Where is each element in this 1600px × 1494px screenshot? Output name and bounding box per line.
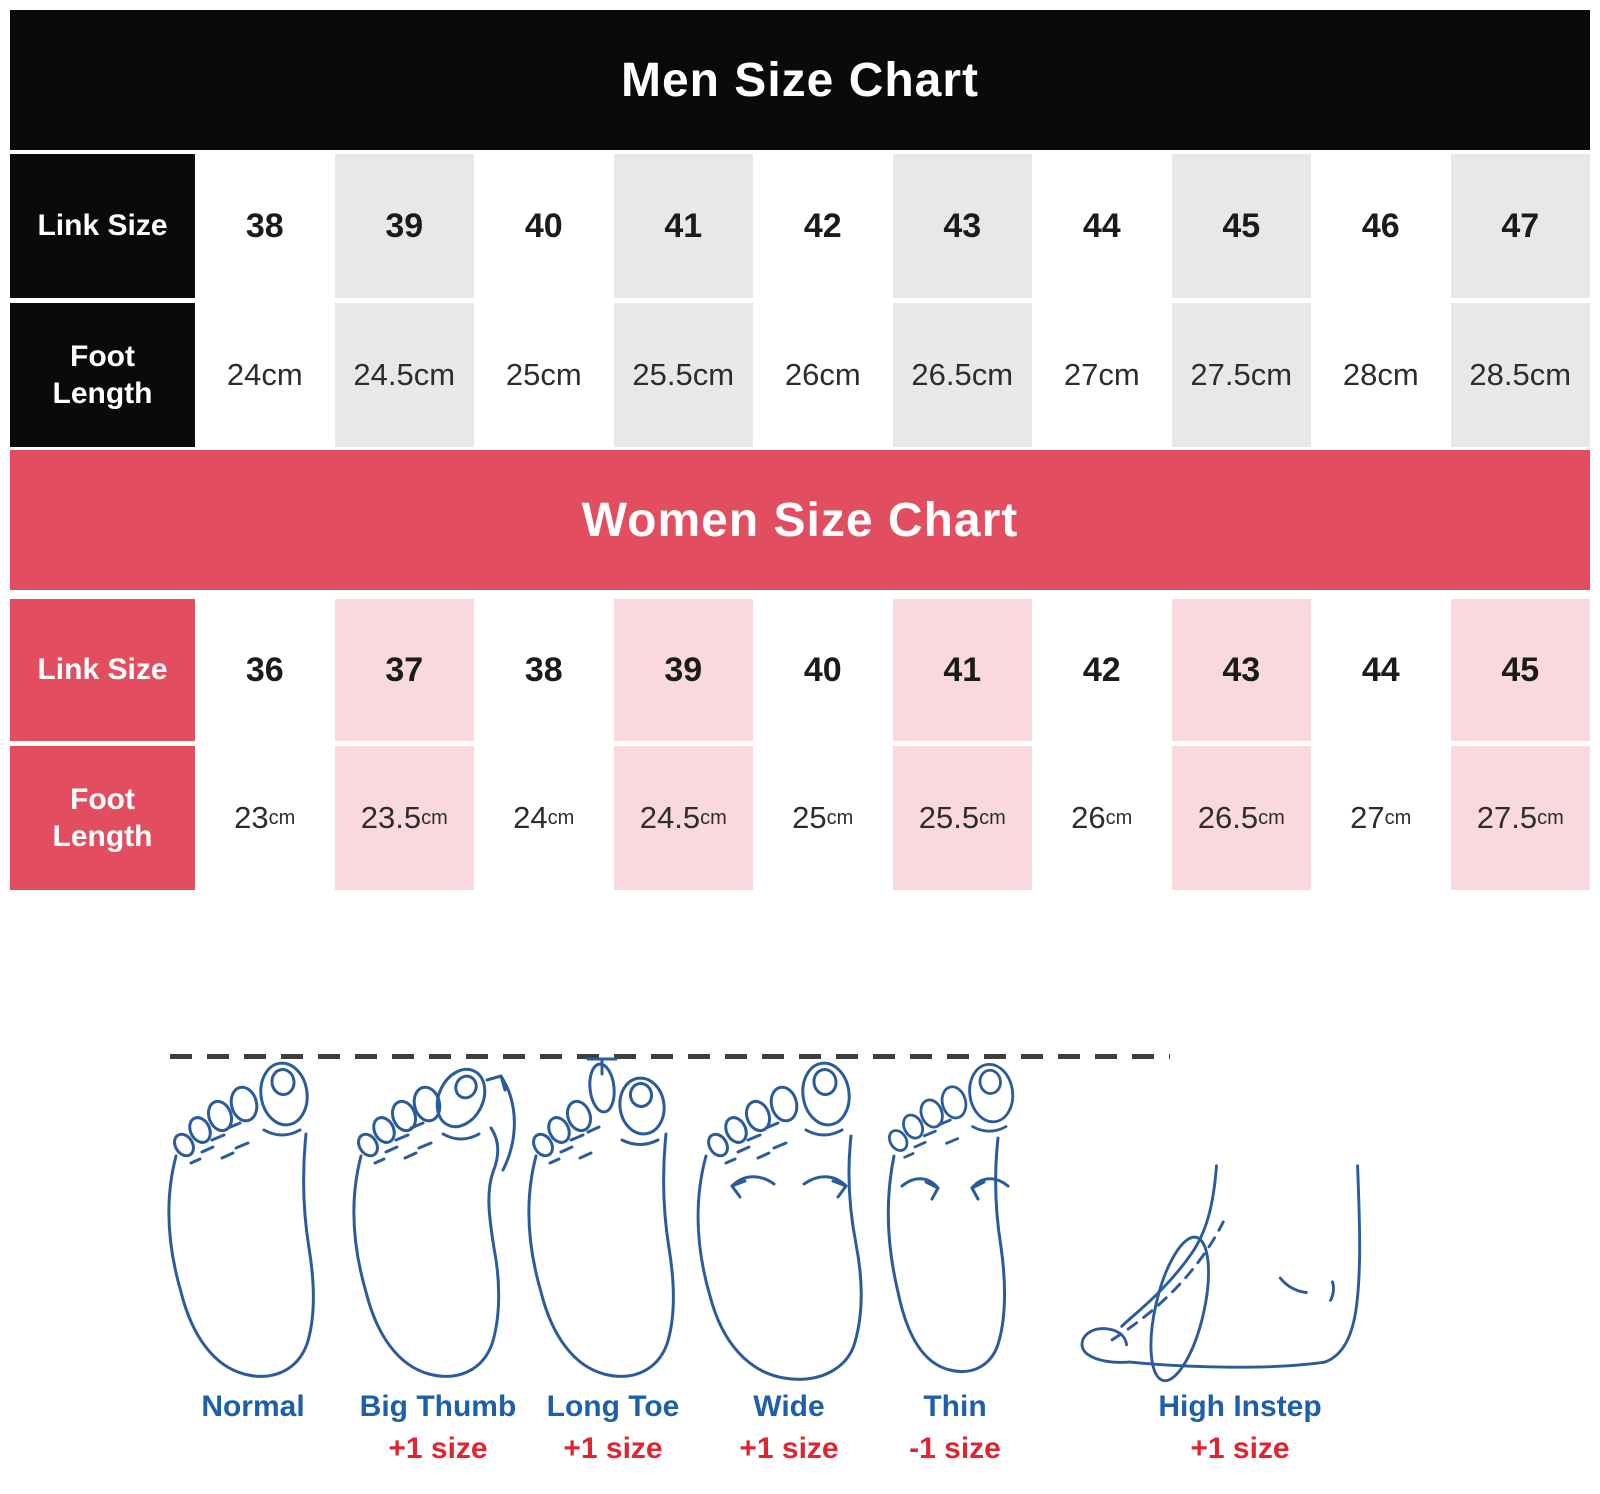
big-thumb-foot-icon (352, 1067, 516, 1378)
women-size-cell: 37 (334, 599, 474, 741)
women-size-chart-title-text: Women Size Chart (581, 493, 1019, 547)
men-size-chart-title-text: Men Size Chart (620, 53, 980, 107)
men-size-chart-title: Men Size Chart (10, 10, 1590, 150)
women-foot-length-cell: 26 cm (1032, 746, 1172, 890)
big-thumb-label: Big Thumb (359, 1390, 517, 1423)
women-size-cell: 45 (1450, 599, 1590, 741)
big-thumb-adjustment: +1 size (388, 1432, 488, 1465)
normal-foot-icon (167, 1061, 315, 1378)
wide-adjustment: +1 size (739, 1432, 839, 1465)
women-link-size-label: Link Size (10, 599, 195, 741)
men-foot-length-cell: 25cm (474, 303, 614, 447)
women-foot-length-row: Foot Length 23 cm 23.5 cm 24 cm 24.5 cm 25 cm… (10, 746, 1590, 890)
women-foot-length-cell: 23.5 cm (334, 746, 474, 890)
women-size-cell: 38 (474, 599, 614, 741)
women-foot-length-cell: 25.5 cm (892, 746, 1032, 890)
women-link-size-row: Link Size 36 37 38 39 40 41 42 43 44 45 (10, 599, 1590, 741)
men-size-cell: 41 (613, 154, 753, 298)
men-foot-length-cell: 24.5cm (334, 303, 474, 447)
men-link-size-label: Link Size (10, 154, 195, 298)
men-foot-length-cell: 28.5cm (1450, 303, 1590, 447)
men-foot-length-cell: 25.5cm (613, 303, 753, 447)
women-foot-length-cell: 26.5 cm (1171, 746, 1311, 890)
men-foot-length-row: Foot Length 24cm 24.5cm 25cm 25.5cm 26cm… (10, 303, 1590, 447)
women-size-cell: 43 (1171, 599, 1311, 741)
men-size-cell: 46 (1311, 154, 1451, 298)
thin-label: Thin (923, 1390, 987, 1423)
high-instep-adjustment: +1 size (1190, 1432, 1290, 1465)
women-size-cell: 44 (1311, 599, 1451, 741)
men-foot-length-cell: 24cm (195, 303, 335, 447)
women-foot-length-label: Foot Length (10, 746, 195, 890)
women-size-cell: 42 (1032, 599, 1172, 741)
men-link-size-row: Link Size 38 39 40 41 42 43 44 45 46 47 (10, 154, 1590, 298)
women-foot-length-cell: 23 cm (195, 746, 335, 890)
women-foot-length-cell: 25 cm (753, 746, 893, 890)
wide-label: Wide (753, 1390, 825, 1423)
thin-adjustment: -1 size (909, 1432, 1001, 1465)
long-toe-label: Long Toe (546, 1390, 680, 1423)
men-size-cell: 38 (195, 154, 335, 298)
normal-label: Normal (201, 1390, 305, 1423)
men-foot-length-label: Foot Length (10, 303, 195, 447)
women-size-cell: 41 (892, 599, 1032, 741)
women-size-cell: 36 (195, 599, 335, 741)
high-instep-foot-icon (1080, 1164, 1362, 1383)
men-foot-length-cell: 26cm (753, 303, 893, 447)
measurement-dashed-line (170, 1054, 1170, 1059)
wide-foot-icon (696, 1061, 863, 1381)
women-foot-length-cell: 27 cm (1311, 746, 1451, 890)
men-foot-length-cell: 27cm (1032, 303, 1172, 447)
foot-type-guide: Normal Big Thumb +1 size Long Toe +1 siz… (0, 990, 1600, 1494)
men-size-cell: 40 (474, 154, 614, 298)
long-toe-adjustment: +1 size (563, 1432, 663, 1465)
men-size-cell: 42 (753, 154, 893, 298)
men-size-cell: 43 (892, 154, 1032, 298)
women-foot-length-cell: 27.5 cm (1450, 746, 1590, 890)
men-foot-length-cell: 28cm (1311, 303, 1451, 447)
men-size-cell: 44 (1032, 154, 1172, 298)
high-instep-label: High Instep (1158, 1390, 1322, 1423)
women-size-cell: 39 (613, 599, 753, 741)
long-toe-foot-icon (527, 1057, 675, 1378)
thin-foot-icon (886, 1062, 1015, 1373)
men-foot-length-cell: 26.5cm (892, 303, 1032, 447)
women-foot-length-cell: 24.5 cm (613, 746, 753, 890)
men-foot-length-cell: 27.5cm (1171, 303, 1311, 447)
women-foot-length-cell: 24 cm (474, 746, 614, 890)
men-size-cell: 47 (1450, 154, 1590, 298)
men-size-cell: 45 (1171, 154, 1311, 298)
women-size-cell: 40 (753, 599, 893, 741)
women-size-chart-title: Women Size Chart (10, 450, 1590, 590)
men-size-cell: 39 (334, 154, 474, 298)
